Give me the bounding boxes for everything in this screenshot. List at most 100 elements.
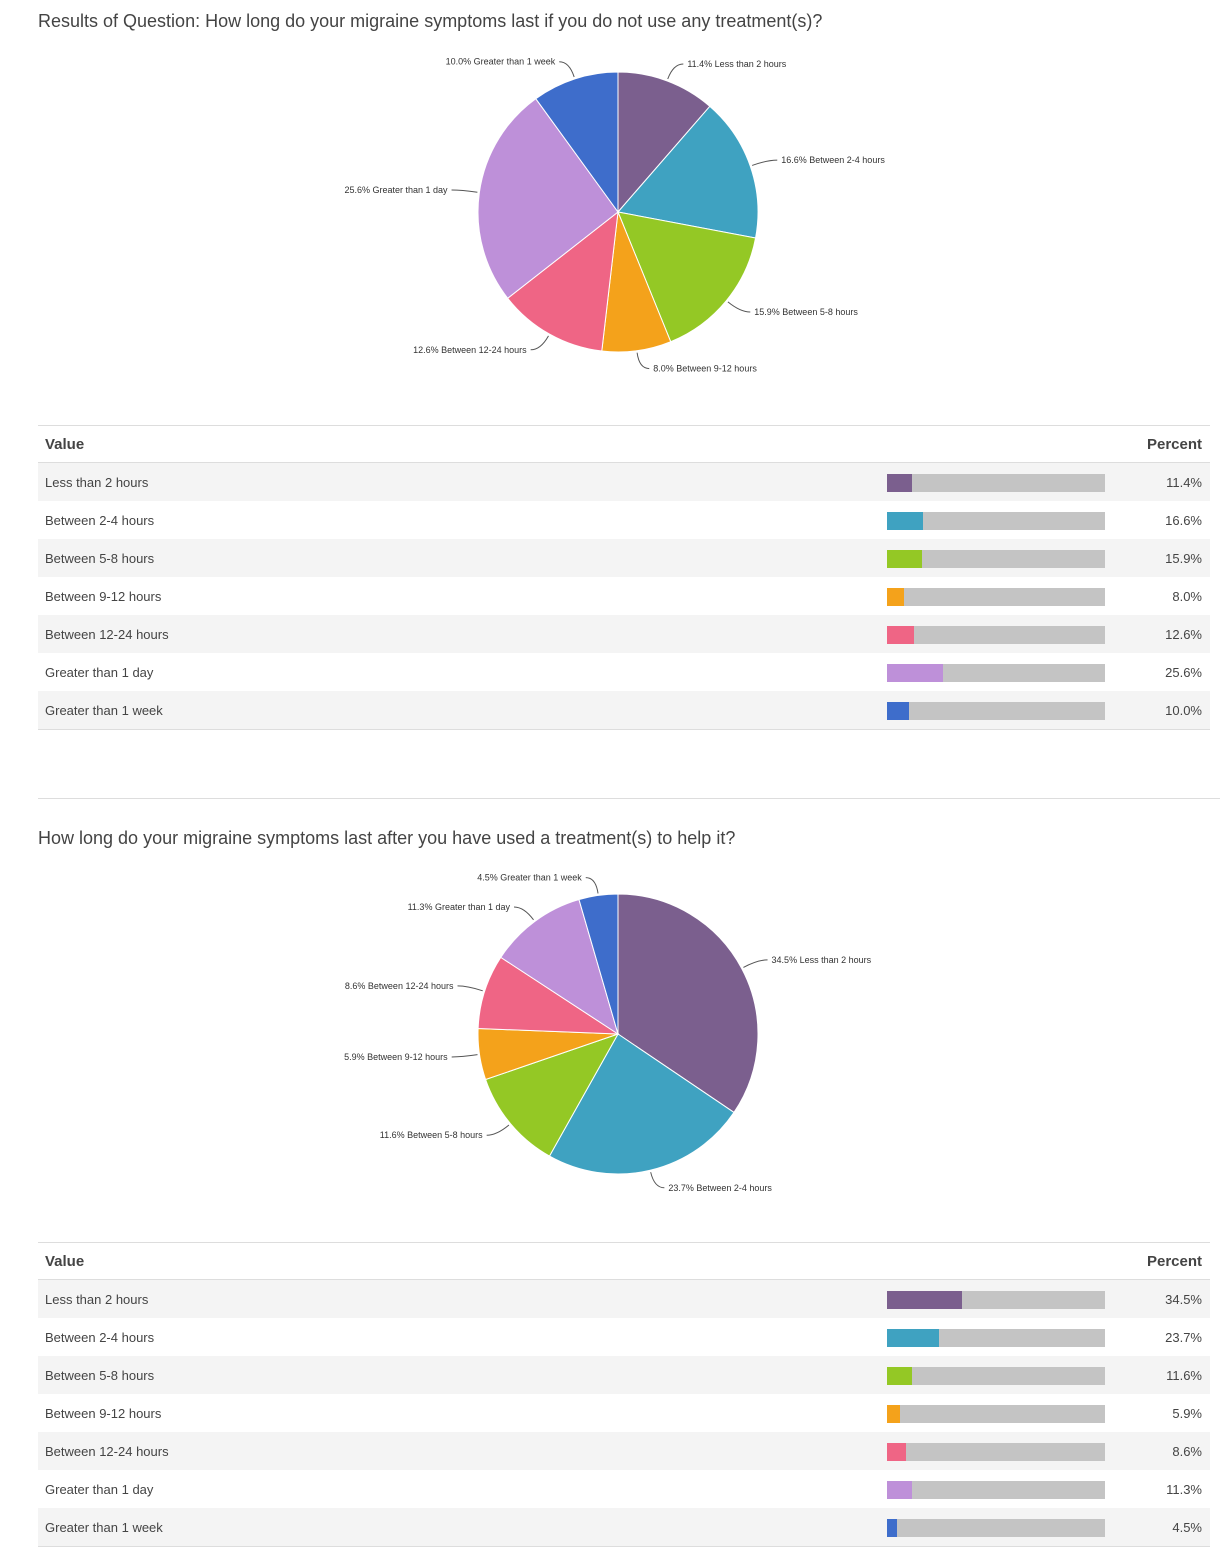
row-percent: 12.6%	[1165, 627, 1202, 642]
row-percent: 16.6%	[1165, 513, 1202, 528]
pie-slice-between-5-8-hours[interactable]	[484, 1033, 620, 1157]
row-value: Less than 2 hours	[45, 1292, 149, 1307]
percent-bar-fill	[887, 702, 909, 720]
percent-bar	[887, 664, 1105, 682]
table-row: Greater than 1 week 10.0%	[38, 691, 1210, 729]
percent-bar	[887, 1367, 1105, 1385]
percent-bar	[887, 474, 1105, 492]
table-row: Between 12-24 hours 8.6%	[38, 1432, 1210, 1470]
percent-bar-fill	[887, 1519, 897, 1537]
table-header: Value Percent	[38, 426, 1210, 463]
percent-bar-fill	[887, 550, 922, 568]
percent-bar-fill	[887, 1481, 912, 1499]
row-value: Between 5-8 hours	[45, 1368, 155, 1383]
percent-bar-fill	[887, 512, 924, 530]
slice-label: 8.0% Between 9-12 hours	[653, 364, 757, 374]
label-connector	[585, 877, 599, 894]
results-table-1: Value Percent Less than 2 hours 11.4% Bet…	[38, 425, 1210, 730]
table-row: Greater than 1 day 25.6%	[38, 653, 1210, 691]
results-table-2: Value Percent Less than 2 hours 34.5% Bet…	[38, 1242, 1210, 1547]
pie-slice-between-2-4-hours[interactable]	[548, 1033, 735, 1175]
slice-label: 23.7% Between 2-4 hours	[668, 1183, 772, 1193]
percent-header: Percent	[1146, 436, 1202, 453]
row-percent: 11.6%	[1166, 1368, 1202, 1383]
percent-bar-fill	[887, 588, 905, 606]
pie-slice-between-5-8-hours[interactable]	[617, 211, 757, 343]
percent-bar	[887, 626, 1105, 644]
table-row: Between 2-4 hours 23.7%	[38, 1318, 1210, 1356]
percent-header: Percent	[1146, 1253, 1202, 1270]
percent-bar	[887, 1443, 1105, 1461]
label-connector	[636, 352, 650, 370]
percent-bar	[887, 702, 1105, 720]
table-row: Between 2-4 hours 16.6%	[38, 501, 1210, 539]
pie-slice-between-2-4-hours[interactable]	[617, 105, 759, 239]
pie-slice-greater-than-1-day[interactable]	[477, 97, 619, 299]
percent-bar-fill	[887, 1443, 906, 1461]
slice-label: 10.0% Greater than 1 week	[446, 57, 556, 67]
table-row: Between 5-8 hours 11.6%	[38, 1356, 1210, 1394]
row-percent: 8.6%	[1172, 1444, 1202, 1459]
table-row: Between 5-8 hours 15.9%	[38, 539, 1210, 577]
value-header: Value	[45, 1253, 85, 1270]
percent-bar-fill	[887, 1291, 963, 1309]
slice-label: 34.5% Less than 2 hours	[772, 955, 872, 965]
pie-chart-2: 34.5% Less than 2 hours 23.7% Between 2-4…	[344, 873, 872, 1193]
slice-label: 11.6% Between 5-8 hours	[380, 1130, 483, 1140]
row-value: Between 9-12 hours	[45, 589, 162, 604]
table-row: Between 9-12 hours 5.9%	[38, 1394, 1210, 1432]
slice-label: 11.4% Less than 2 hours	[687, 59, 786, 69]
row-value: Greater than 1 week	[45, 1520, 163, 1535]
row-value: Between 2-4 hours	[45, 1330, 155, 1345]
percent-bar-fill	[887, 1329, 939, 1347]
row-percent: 4.5%	[1172, 1520, 1202, 1535]
row-percent: 34.5%	[1165, 1292, 1202, 1307]
table-row: Greater than 1 week 4.5%	[38, 1508, 1210, 1546]
row-value: Greater than 1 day	[45, 1482, 154, 1497]
label-connector	[727, 301, 751, 313]
pie-chart-1: 11.4% Less than 2 hours 16.6% Between 2-4…	[344, 57, 885, 374]
table-row: Less than 2 hours 34.5%	[38, 1280, 1210, 1318]
row-percent: 11.3%	[1166, 1482, 1202, 1497]
table-header: Value Percent	[38, 1243, 1210, 1280]
row-value: Between 5-8 hours	[45, 551, 155, 566]
slice-label: 12.6% Between 12-24 hours	[413, 345, 527, 355]
section-divider	[38, 798, 1220, 799]
slice-label: 15.9% Between 5-8 hours	[754, 307, 858, 317]
percent-bar-fill	[887, 474, 912, 492]
slice-label: 8.6% Between 12-24 hours	[345, 981, 454, 991]
slice-label: 11.3% Greater than 1 day	[408, 902, 511, 912]
label-connector	[530, 335, 549, 351]
table-row: Less than 2 hours 11.4%	[38, 463, 1210, 501]
percent-bar	[887, 1405, 1105, 1423]
pie-slice-greater-than-1-week[interactable]	[535, 71, 619, 214]
label-connector	[559, 61, 575, 78]
pie-slice-between-12-24-hours[interactable]	[507, 210, 619, 352]
label-connector	[513, 906, 534, 921]
row-value: Less than 2 hours	[45, 475, 149, 490]
slice-label: 4.5% Greater than 1 week	[477, 873, 582, 883]
percent-bar	[887, 588, 1105, 606]
row-percent: 10.0%	[1165, 703, 1202, 718]
percent-bar-fill	[887, 664, 943, 682]
pie-slice-less-than-2-hours[interactable]	[617, 71, 711, 214]
label-connector	[451, 1054, 478, 1058]
value-header: Value	[45, 436, 85, 453]
label-connector	[650, 1172, 665, 1189]
label-connector	[457, 985, 483, 992]
row-value: Greater than 1 day	[45, 665, 154, 680]
chart-title-2: How long do your migraine symptoms last …	[38, 828, 736, 848]
row-percent: 23.7%	[1165, 1330, 1202, 1345]
percent-bar	[887, 1291, 1105, 1309]
row-value: Between 12-24 hours	[45, 627, 169, 642]
label-connector	[751, 159, 778, 166]
table-row: Greater than 1 day 11.3%	[38, 1470, 1210, 1508]
row-percent: 5.9%	[1172, 1406, 1202, 1421]
percent-bar	[887, 1519, 1105, 1537]
percent-bar	[887, 512, 1105, 530]
label-connector	[451, 189, 478, 193]
row-percent: 15.9%	[1165, 551, 1202, 566]
pie-slice-less-than-2-hours[interactable]	[617, 893, 759, 1114]
percent-bar-fill	[887, 626, 915, 644]
pie-slice-greater-than-1-week[interactable]	[578, 893, 619, 1035]
